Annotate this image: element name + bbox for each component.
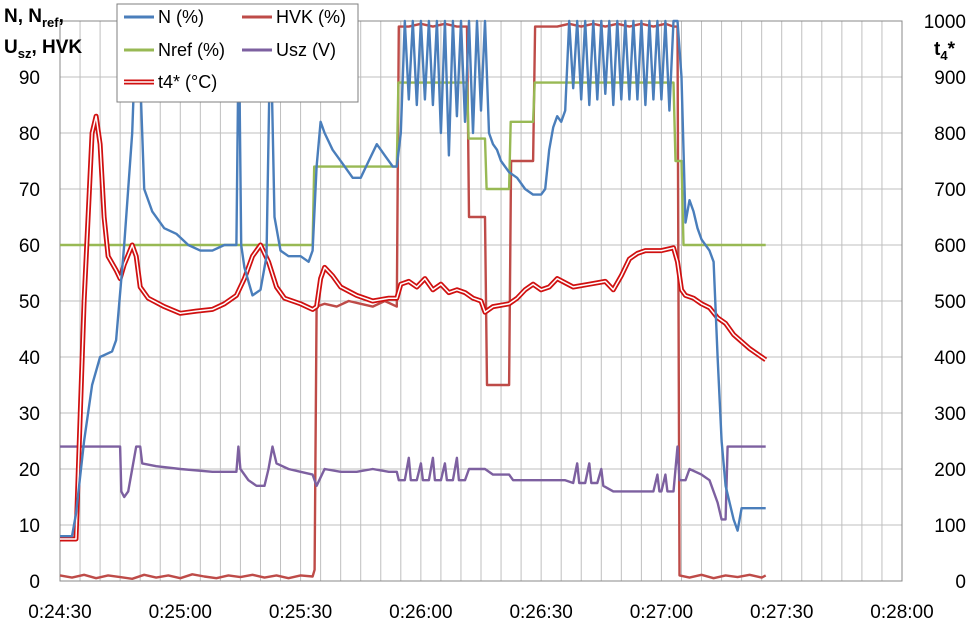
series-line-usz-v: [60, 445, 766, 521]
legend-label-nref: Nref (%): [158, 40, 225, 60]
y-right-tick-label: 100: [934, 516, 966, 537]
x-tick-label: 0:25:30: [269, 602, 332, 623]
y-left-tick-label: 0: [29, 572, 40, 593]
series-line-t4-c-inner: [60, 115, 767, 540]
y-right-tick-label: 300: [934, 404, 966, 425]
legend-box: [116, 3, 359, 103]
legend-label-t4-c: t4* (°C): [158, 72, 217, 92]
x-tick-label: 0:24:30: [28, 602, 91, 623]
series-line-t4-c-outer: [60, 113, 768, 542]
x-tick-label: 0:27:30: [750, 602, 813, 623]
plot-area-border: [59, 20, 903, 582]
y-left-tick-label: 20: [19, 460, 40, 481]
legend-label-usz-v: Usz (V): [276, 40, 336, 60]
y-right-tick-labels: 0 100 200 300 400 500 600 700 800 900 1000: [924, 12, 966, 593]
y-left-tick-label: 80: [19, 124, 40, 145]
series-line-hvk: [59, 22, 767, 580]
y-left-tick-labels: 0 10 20 30 40 50 60 70 80 90: [19, 68, 40, 593]
y-right-axis-title: t4*: [934, 39, 956, 63]
y-right-tick-label: 400: [934, 348, 966, 369]
y-left-tick-label: 40: [19, 348, 40, 369]
x-tick-label: 0:26:00: [389, 602, 452, 623]
y-right-tick-label: 1000: [924, 12, 966, 33]
y-left-tick-label: 30: [19, 404, 40, 425]
legend-label-n: N (%): [158, 7, 204, 27]
x-tick-labels: 0:24:30 0:25:00 0:25:30 0:26:00 0:26:30 0:27:…: [28, 602, 933, 623]
y-left-axis-title-line2: Usz, HVK: [4, 37, 82, 61]
y-right-tick-label: 900: [934, 68, 966, 89]
x-tick-label: 0:25:00: [149, 602, 212, 623]
x-tick-label: 0:27:00: [630, 602, 693, 623]
x-tick-label: 0:28:00: [870, 602, 933, 623]
legend: N (%) HVK (%) Nref (%) Usz (V) t4* (°C): [116, 3, 359, 103]
y-right-tick-label: 500: [934, 292, 966, 313]
series-line-nref: [60, 81, 766, 247]
y-right-tick-label: 0: [955, 572, 966, 593]
y-right-tick-label: 800: [934, 124, 966, 145]
y-right-tick-label: 200: [934, 460, 966, 481]
x-tick-label: 0:26:30: [509, 602, 572, 623]
series-line-n: [60, 19, 766, 538]
y-left-tick-label: 60: [19, 236, 40, 257]
y-left-tick-label: 90: [19, 68, 40, 89]
y-left-axis-title-line1: N, Nref,: [4, 6, 64, 30]
y-left-tick-label: 10: [19, 516, 40, 537]
y-left-tick-label: 70: [19, 180, 40, 201]
y-left-tick-label: 50: [19, 292, 40, 313]
y-right-tick-label: 600: [934, 236, 966, 257]
y-right-tick-label: 700: [934, 180, 966, 201]
legend-label-hvk: HVK (%): [276, 7, 346, 27]
series-group: [59, 19, 768, 580]
